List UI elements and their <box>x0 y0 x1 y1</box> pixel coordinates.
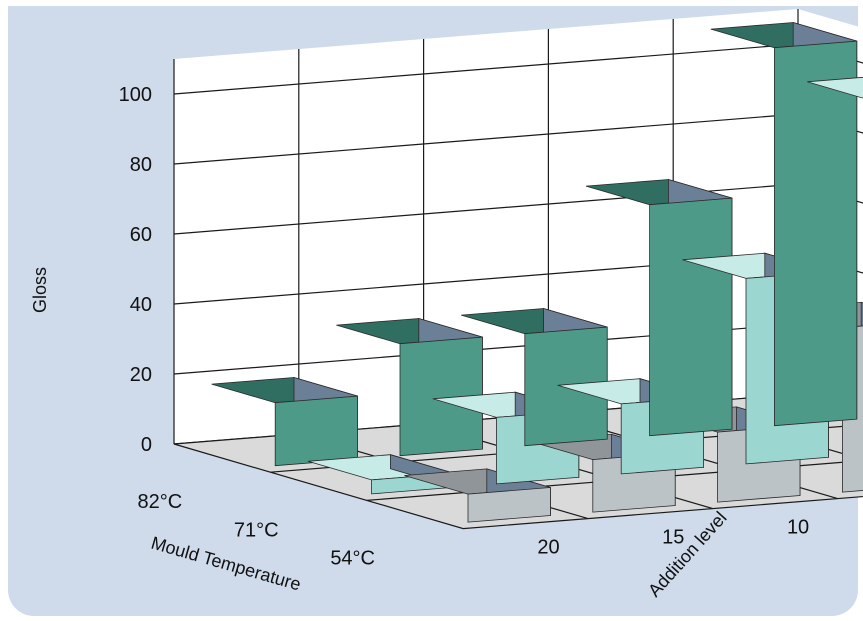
chart-bars <box>211 21 863 523</box>
bar-82°C-level-20 <box>211 376 359 467</box>
y-tick-label: 20 <box>130 364 152 386</box>
mould-temperature-label: 82°C <box>138 491 183 513</box>
addition-level-label: 10 <box>787 517 809 539</box>
bar-front <box>274 395 359 467</box>
bar-82°C-level-15 <box>336 317 483 457</box>
bar-front <box>467 487 551 523</box>
addition-level-axis-label: Addition level <box>644 508 731 601</box>
addition-level-label: 15 <box>662 527 684 549</box>
y-tick-label: 0 <box>141 434 152 456</box>
back-wall <box>174 9 798 444</box>
bar-71°C-level-0 <box>807 76 863 99</box>
bar-front <box>774 40 858 427</box>
bar-top <box>807 76 863 99</box>
mould-temperature-label: 71°C <box>234 519 279 541</box>
bar-82°C-level-0 <box>710 21 858 427</box>
y-tick-label: 100 <box>119 84 152 106</box>
bar-front <box>649 197 733 437</box>
y-tick-label: 80 <box>130 154 152 176</box>
mould-temperature-axis-label: Mould Temperature <box>149 533 303 595</box>
y-tick-label: 60 <box>130 224 152 246</box>
bar-front <box>399 336 483 457</box>
y-axis-label: Gloss <box>30 267 50 313</box>
addition-level-label: 20 <box>537 537 559 559</box>
y-tick-label: 40 <box>130 294 152 316</box>
mould-temperature-label: 54°C <box>330 548 375 570</box>
